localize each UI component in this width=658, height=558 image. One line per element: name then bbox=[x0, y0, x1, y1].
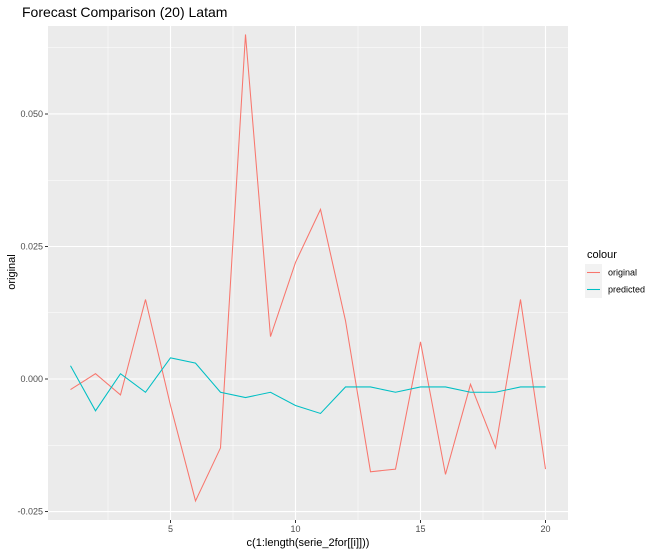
y-tick-label: 0.050 bbox=[20, 109, 43, 119]
legend-label-original: original bbox=[608, 268, 637, 278]
legend-title: colour bbox=[587, 249, 617, 261]
x-tick-label: 10 bbox=[290, 524, 300, 534]
series-line-original bbox=[70, 34, 547, 503]
series-lines bbox=[70, 34, 547, 503]
x-tick-label: 15 bbox=[415, 524, 425, 534]
grid-lines bbox=[48, 26, 568, 520]
axis-ticks: 5 10 15 20 -0.025 0.000 0.025 0.050 bbox=[17, 109, 550, 534]
x-tick-label: 20 bbox=[540, 524, 550, 534]
series-line-predicted bbox=[70, 357, 546, 415]
x-axis-title: c(1:length(serie_2for[[i]])) bbox=[247, 537, 370, 549]
y-axis-title: original bbox=[6, 254, 18, 289]
chart-title: Forecast Comparison (20) Latam bbox=[22, 4, 227, 20]
x-tick-label: 5 bbox=[168, 524, 173, 534]
legend: colour original predicted bbox=[585, 249, 645, 298]
y-tick-label: 0.000 bbox=[20, 374, 43, 384]
y-tick-label: -0.025 bbox=[17, 507, 43, 517]
y-tick-label: 0.025 bbox=[20, 241, 43, 251]
legend-label-predicted: predicted bbox=[608, 285, 645, 295]
plot-panel bbox=[48, 26, 568, 520]
